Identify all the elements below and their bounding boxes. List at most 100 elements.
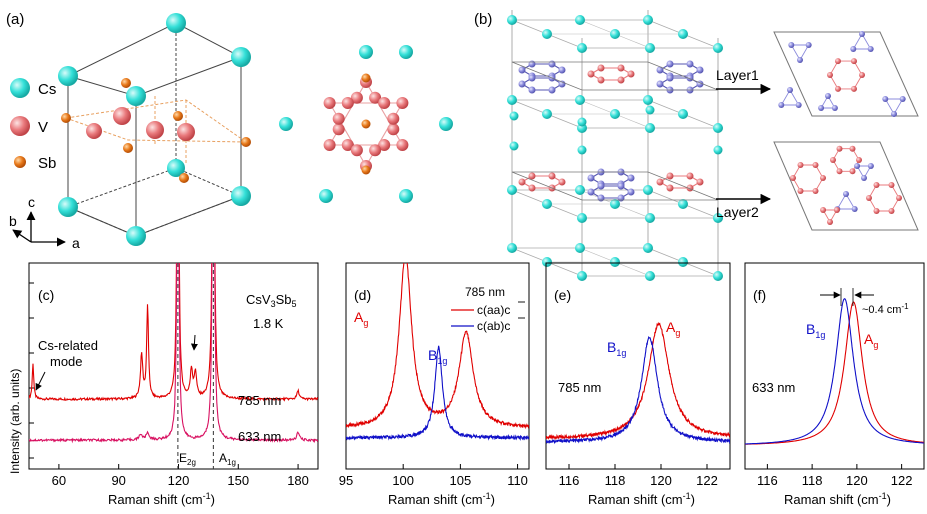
x-tick-label: 122: [696, 473, 718, 488]
kagome-v-atom: [378, 139, 391, 151]
kagome-v-atom: [341, 97, 354, 109]
mode-d-b1g: B1g: [428, 347, 447, 366]
cs-mode-arrow: [35, 371, 46, 391]
peak-arrow: [190, 334, 198, 351]
legend-sb-text: Sb: [38, 155, 56, 172]
xlabel-c: Raman shift (cm-1): [108, 491, 215, 507]
mode-f-b1g: B1g: [806, 321, 825, 340]
plot-c-frame: [28, 262, 319, 470]
x-tick-label: 120: [650, 473, 672, 488]
mode-f-ag: Ag: [864, 331, 878, 350]
e2g-label: E2g: [179, 451, 196, 467]
layer1-label: Layer1: [716, 67, 759, 83]
x-tick-label: 120: [846, 473, 868, 488]
x-tick-label: 116: [757, 473, 778, 488]
kagome-v-atom: [369, 144, 382, 157]
series-line-c-1: [29, 263, 318, 444]
legend-sb-atom: [14, 156, 26, 168]
panel-b-label: (b): [474, 11, 492, 28]
panel-f: 116 118 120 122 (f) B1g Ag 633 nm ~0.4 cm-1…: [744, 262, 925, 507]
kagome-cs-atom: [279, 117, 293, 131]
panel-e-label: (e): [554, 287, 571, 303]
laser-d: 785 nm: [465, 285, 505, 299]
kagome-v-atom: [341, 139, 354, 151]
x-tick-label: 150: [227, 473, 249, 488]
cs-mode-label-1: Cs-related: [38, 338, 98, 353]
kagome-cs-atom: [399, 189, 413, 203]
x-tick-label: 118: [605, 473, 626, 488]
axis-a-label: a: [72, 235, 80, 251]
kagome-v-atom: [387, 112, 400, 125]
kagome-sb-atom: [361, 73, 371, 83]
trace-633-label: 633 nm: [238, 429, 281, 444]
xlabel-e: Raman shift (cm-1): [588, 491, 695, 507]
layer2-label: Layer2: [716, 204, 759, 220]
series-line-f-0: [745, 301, 924, 445]
legend-v-atom: [10, 116, 30, 136]
panel-a-legend: Cs V Sb: [10, 78, 56, 172]
legend-cs-text: Cs: [38, 81, 56, 98]
plot-e: 116 118 120 122: [546, 321, 730, 488]
laser-e: 785 nm: [558, 380, 601, 395]
legend-d-aa: c(aa)c: [477, 303, 510, 317]
series-line-f-1: [745, 298, 924, 445]
layered-structure: [507, 10, 723, 281]
xlabel-d: Raman shift (cm-1): [388, 491, 495, 507]
a1g-label: A1g: [219, 451, 236, 467]
panel-e: 116 118 120 122 (e) B1g Ag 785 nm Raman shi…: [545, 262, 731, 507]
series-line-d-1: [346, 345, 529, 441]
panel-c: 60 90 120 150 180 (c) CsV3Sb5 1.8 K Cs-relat…: [8, 262, 319, 507]
kagome-v-atom: [323, 97, 336, 109]
axis-b-label: b: [9, 213, 17, 229]
laser-f: 633 nm: [752, 380, 795, 395]
kagome-v-atom: [387, 123, 400, 136]
series-line-e-1: [546, 335, 730, 445]
x-tick-label: 116: [559, 473, 580, 488]
sample-name: CsV3Sb5: [246, 292, 297, 309]
series-line-d-0: [346, 263, 529, 430]
kagome-sb-atom: [361, 165, 371, 175]
series-line-e-0: [546, 321, 730, 440]
kagome-v-atom: [323, 139, 336, 151]
legend-cs-atom: [10, 78, 30, 98]
kagome-cs-atom: [359, 45, 373, 59]
panel-a-label: (a): [6, 11, 24, 28]
kagome-v-atom: [396, 139, 409, 151]
x-tick-label: 105: [450, 473, 472, 488]
panel-b: (b) Layer1 Layer2: [474, 10, 919, 281]
x-tick-label: 118: [802, 473, 823, 488]
plot-d: 95 100 105 110: [339, 263, 529, 488]
mode-d-ag: Ag: [354, 309, 368, 328]
kagome-sb-atom: [361, 119, 371, 129]
kagome-v-atom: [350, 91, 363, 104]
x-tick-label: 122: [891, 473, 913, 488]
kagome-v-atom: [332, 112, 345, 125]
x-tick-label: 60: [52, 473, 66, 488]
x-tick-label: 90: [111, 473, 125, 488]
panel-c-label: (c): [38, 287, 54, 303]
panel-d: 95 100 105 110 (d) 785 nm c(aa)c c(ab)c Ag …: [339, 262, 530, 507]
kagome-cs-atom: [319, 189, 333, 203]
legend-d-ab: c(ab)c: [477, 319, 510, 333]
panel-a: (a) Cs V Sb: [6, 11, 453, 251]
legend-v-text: V: [38, 119, 48, 136]
trace-785-label: 785 nm: [238, 393, 281, 408]
mode-e-ag: Ag: [666, 319, 680, 338]
kagome-cs-atom: [439, 117, 453, 131]
plot-f: 116 118 120 122: [745, 298, 924, 488]
mode-e-b1g: B1g: [607, 339, 626, 358]
plot-d-frame: [345, 262, 530, 470]
cs-mode-label-2: mode: [50, 354, 83, 369]
crystal-axes: [12, 211, 66, 247]
panel-d-label: (d): [354, 287, 371, 303]
plot-f-frame: [744, 262, 925, 470]
x-tick-label: 110: [507, 473, 528, 488]
shift-label: ~0.4 cm-1: [862, 302, 909, 316]
kagome-v-atom: [369, 91, 382, 104]
x-tick-label: 120: [168, 473, 190, 488]
ylabel-c: Intensity (arb. units): [8, 369, 22, 474]
xlabel-f: Raman shift (cm-1): [784, 491, 891, 507]
axis-c-label: c: [28, 194, 35, 210]
kagome-v-atom: [332, 123, 345, 136]
layer-top-views: [773, 31, 919, 231]
